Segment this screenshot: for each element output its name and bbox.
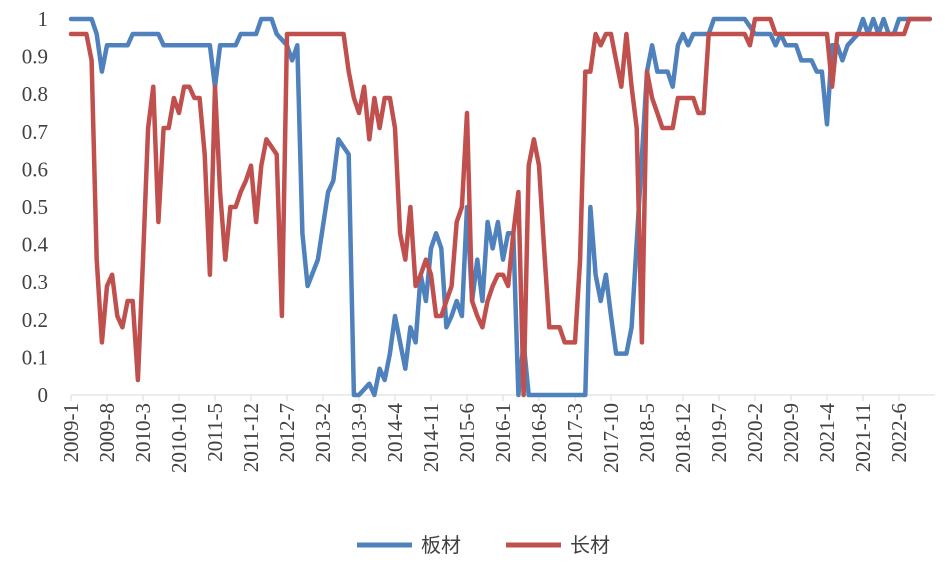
series-lines [68, 16, 933, 398]
y-tick-label: 0.9 [22, 45, 48, 69]
x-tick-label: 2017-10 [599, 403, 623, 473]
series-line-0 [68, 16, 933, 398]
y-axis-tick-labels: 0 0.1 0.2 0.3 0.4 0.5 0.6 0.7 0.8 0.9 1 [22, 7, 49, 407]
x-tick-label: 2015-6 [455, 403, 479, 463]
x-tick-label: 2011-12 [239, 403, 263, 472]
x-tick-label: 2016-1 [491, 403, 515, 463]
y-tick-label: 0 [38, 383, 49, 407]
legend: 板材 长材 [357, 533, 610, 557]
x-tick-label: 2019-7 [707, 403, 731, 463]
y-tick-label: 0.2 [22, 308, 48, 332]
x-tick-label: 2020-9 [779, 403, 803, 463]
x-tick-label: 2013-2 [311, 403, 335, 463]
y-tick-label: 0.4 [22, 233, 49, 257]
x-tick-label: 2021-4 [815, 403, 839, 463]
y-tick-label: 0.6 [22, 157, 48, 181]
x-tick-label: 2009-8 [95, 403, 119, 463]
x-tick-label: 2020-2 [743, 403, 767, 463]
y-tick-label: 0.7 [22, 120, 48, 144]
y-tick-label: 0.8 [22, 82, 48, 106]
x-tick-label: 2018-5 [635, 403, 659, 463]
x-tick-label: 2013-9 [347, 403, 371, 463]
y-tick-label: 0.3 [22, 270, 48, 294]
legend-label-series-0: 板材 [421, 533, 461, 557]
y-tick-label: 0.5 [22, 195, 48, 219]
x-tick-label: 2017-3 [563, 403, 587, 463]
x-tick-label: 2018-12 [671, 403, 695, 473]
x-tick-label: 2009-1 [59, 403, 83, 463]
series-line-1 [68, 16, 933, 398]
legend-label-series-1: 长材 [570, 533, 610, 557]
x-tick-label: 2010-3 [131, 403, 155, 463]
x-tick-label: 2021-11 [851, 403, 875, 472]
x-tick-label: 2022-6 [887, 403, 911, 463]
x-tick-label: 2014-4 [383, 403, 407, 463]
x-tick-label: 2012-7 [275, 403, 299, 463]
x-tick-label: 2011-5 [203, 403, 227, 462]
y-tick-label: 1 [38, 7, 49, 31]
x-tick-label: 2010-10 [167, 403, 191, 473]
x-axis-ticks [70, 395, 900, 401]
x-tick-label: 2014-11 [419, 403, 443, 472]
x-axis-tick-labels: 2009-1 2009-8 2010-3 2010-10 2011-5 2011-12 20… [59, 403, 911, 473]
x-tick-label: 2016-8 [527, 403, 551, 463]
y-tick-label: 0.1 [22, 345, 48, 369]
